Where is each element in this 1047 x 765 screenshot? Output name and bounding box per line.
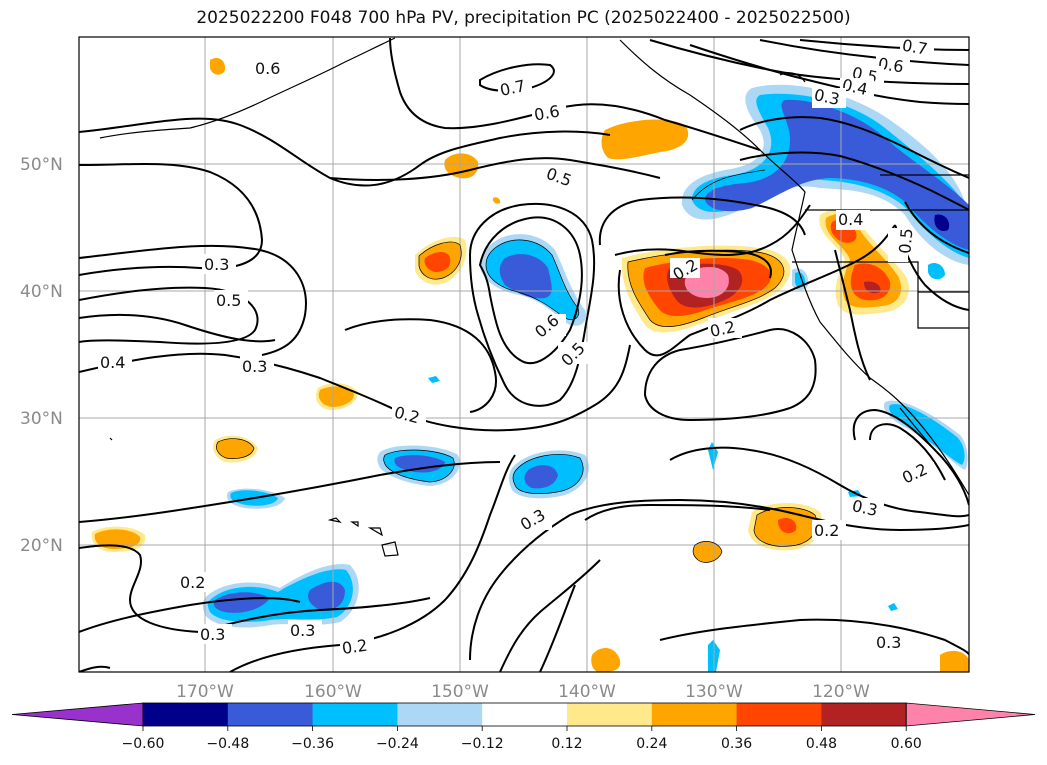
longitude-labels: 170°W 160°W 150°W 140°W 130°W 120°W (176, 682, 870, 702)
precip-blob (888, 603, 898, 611)
contour-label: 0.2 (341, 636, 369, 658)
contour-label: 0.6 (533, 101, 561, 124)
latitude-labels: 50°N 40°N 30°N 20°N (20, 155, 63, 556)
colorbar: −0.60 −0.48 −0.36 −0.24 −0.12 0.12 0.24 0.36 0.4… (11, 702, 1036, 752)
contour-label: 0.4 (100, 353, 125, 372)
contour-label: 0.7 (901, 36, 929, 59)
colorbar-segment (821, 703, 907, 726)
colorbar-segment (227, 703, 314, 726)
lat-label: 30°N (20, 409, 63, 429)
map-frame (78, 36, 970, 673)
precip-blob (928, 263, 945, 280)
contour-label: 0.3 (876, 633, 901, 652)
lat-label: 20°N (20, 536, 63, 556)
precip-blob (940, 650, 969, 672)
precip-blob (708, 442, 718, 470)
precip-blob (444, 153, 479, 179)
precip-blob (591, 648, 621, 672)
precip-blob (492, 197, 501, 204)
colorbar-segment (651, 703, 738, 726)
contour-label: 0.3 (850, 496, 879, 520)
lon-label: 160°W (304, 682, 362, 702)
pv-contours (79, 37, 969, 672)
map-title: 2025022200 F048 700 hPa PV, precipitatio… (196, 8, 851, 28)
precip-blob (705, 99, 969, 251)
precip-shading (91, 58, 969, 672)
precip-blob (318, 386, 354, 407)
lon-label: 120°W (812, 682, 870, 702)
colorbar-tick-label: 0.36 (721, 736, 752, 752)
contour-label: 0.3 (812, 85, 841, 109)
contour-label: 0.5 (216, 291, 241, 310)
colorbar-segment (736, 703, 822, 726)
colorbar-tick-label: −0.12 (461, 736, 504, 752)
contour-label: 0.5 (895, 227, 916, 254)
colorbar-tick-label: −0.60 (122, 736, 165, 752)
colorbar-segment (482, 703, 568, 726)
contour-label: 0.4 (840, 75, 869, 99)
contour-label: 0.2 (708, 317, 737, 341)
lon-label: 170°W (176, 682, 234, 702)
precip-blob (693, 541, 722, 563)
contour-label: 0.2 (180, 573, 205, 592)
precip-blob (428, 376, 440, 383)
precip-blob (424, 252, 451, 272)
precip-blob (864, 281, 881, 294)
colorbar-tick-label: −0.36 (291, 736, 334, 752)
precip-blob (778, 518, 797, 534)
colorbar-tick-label: 0.12 (551, 736, 582, 752)
lon-label: 150°W (431, 682, 489, 702)
precip-outlines (216, 169, 818, 563)
precip-blob (210, 58, 226, 75)
contour-label: 0.3 (200, 625, 225, 644)
contour-label: 0.3 (290, 621, 315, 640)
contour-label: 0.7 (498, 76, 527, 100)
colorbar-segment (312, 703, 398, 726)
colorbar-tick-label: −0.48 (206, 736, 249, 752)
lon-label: 140°W (558, 682, 616, 702)
precip-blob (934, 214, 950, 232)
colorbar-outline (142, 702, 907, 727)
lat-label: 40°N (20, 282, 63, 302)
lon-label: 130°W (685, 682, 743, 702)
contour-label: 0.4 (838, 210, 863, 229)
colorbar-tick-label: 0.60 (891, 736, 922, 752)
precip-blob (889, 404, 965, 465)
precip-blob (394, 455, 445, 473)
contour-label: 0.3 (204, 255, 229, 274)
colorbar-extend-high (905, 702, 1036, 727)
contour-label: 0.3 (242, 357, 267, 376)
lat-label: 50°N (20, 155, 63, 175)
precip-blob (216, 438, 254, 459)
colorbar-tick-label: −0.24 (376, 736, 419, 752)
colorbar-tick-label: 0.24 (636, 736, 667, 752)
precip-blob (94, 529, 141, 549)
precip-blob (213, 581, 345, 613)
colorbar-segment (143, 703, 229, 726)
colorbar-segment (397, 703, 483, 726)
precip-blob (524, 465, 558, 489)
contour-label: 0.2 (814, 521, 839, 540)
colorbar-tick-label: 0.48 (806, 736, 837, 752)
colorbar-extend-low (11, 702, 144, 727)
contour-label: 0.6 (255, 59, 280, 78)
precip-blob (499, 254, 552, 299)
colorbar-segment (567, 703, 653, 726)
precip-blob (601, 119, 689, 160)
